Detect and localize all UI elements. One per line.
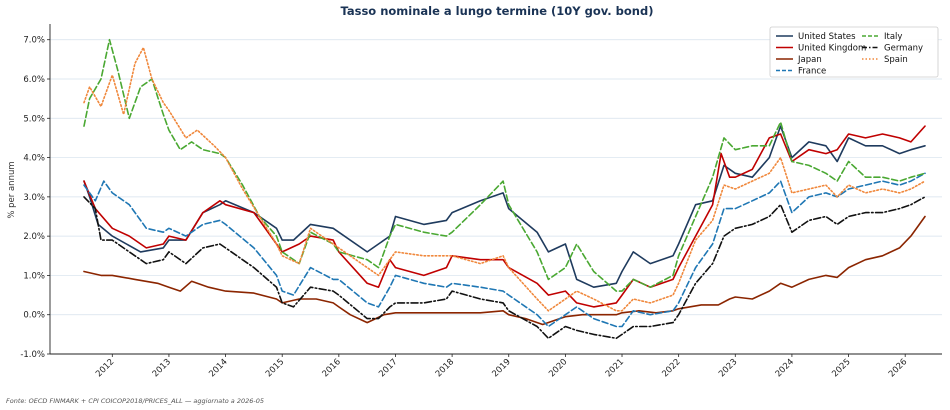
legend-label: Japan	[797, 55, 822, 65]
source-note: Fonte: OECD FINMARK + CPI COICOP2018/PRI…	[6, 397, 264, 405]
legend-label: Germany	[884, 44, 923, 54]
y-tick-label: 5.0%	[23, 114, 45, 124]
series-lines	[83, 38, 926, 340]
y-tick-label: 3.0%	[23, 193, 45, 203]
y-tick-label: 4.0%	[23, 154, 45, 164]
y-axis-label: % per annum	[7, 161, 17, 218]
series-line-united-states	[83, 125, 926, 288]
series-line-france	[83, 172, 926, 328]
y-tick-label: 0.0%	[23, 311, 45, 321]
series-line-germany	[83, 196, 926, 340]
y-tick-label: -1.0%	[20, 350, 45, 360]
series-line-spain	[83, 46, 926, 312]
legend-label: Italy	[884, 32, 902, 42]
legend-label: France	[798, 67, 826, 77]
y-tick-label: 6.0%	[23, 75, 45, 85]
legend-box	[769, 26, 939, 78]
chart-title: Tasso nominale a lungo termine (10Y gov.…	[341, 4, 654, 18]
series-line-japan	[83, 215, 926, 326]
legend-label: United States	[798, 32, 856, 42]
legend-label: Spain	[884, 55, 908, 65]
series-line-united-kingdom	[83, 125, 926, 308]
y-tick-label: 7.0%	[23, 36, 45, 46]
legend-label: United Kingdom	[798, 44, 866, 54]
y-tick-label: 2.0%	[23, 232, 45, 242]
y-tick-label: 1.0%	[23, 271, 45, 281]
